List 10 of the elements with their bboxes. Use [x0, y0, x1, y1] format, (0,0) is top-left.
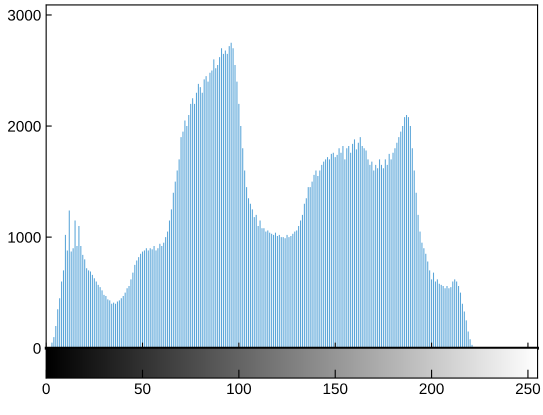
- y-tick-label: 2000: [8, 120, 41, 132]
- x-tick-label: 100: [227, 383, 252, 394]
- y-tick-label: 0: [33, 343, 41, 354]
- x-tick-label: 150: [324, 383, 348, 394]
- x-tick-label: 50: [134, 383, 150, 394]
- x-tick-label: 0: [42, 383, 50, 394]
- y-tick-label: 3000: [8, 10, 41, 21]
- x-tick-label: 250: [516, 383, 540, 394]
- y-tick-label: 1000: [8, 232, 41, 243]
- x-tick-label: 200: [420, 383, 444, 394]
